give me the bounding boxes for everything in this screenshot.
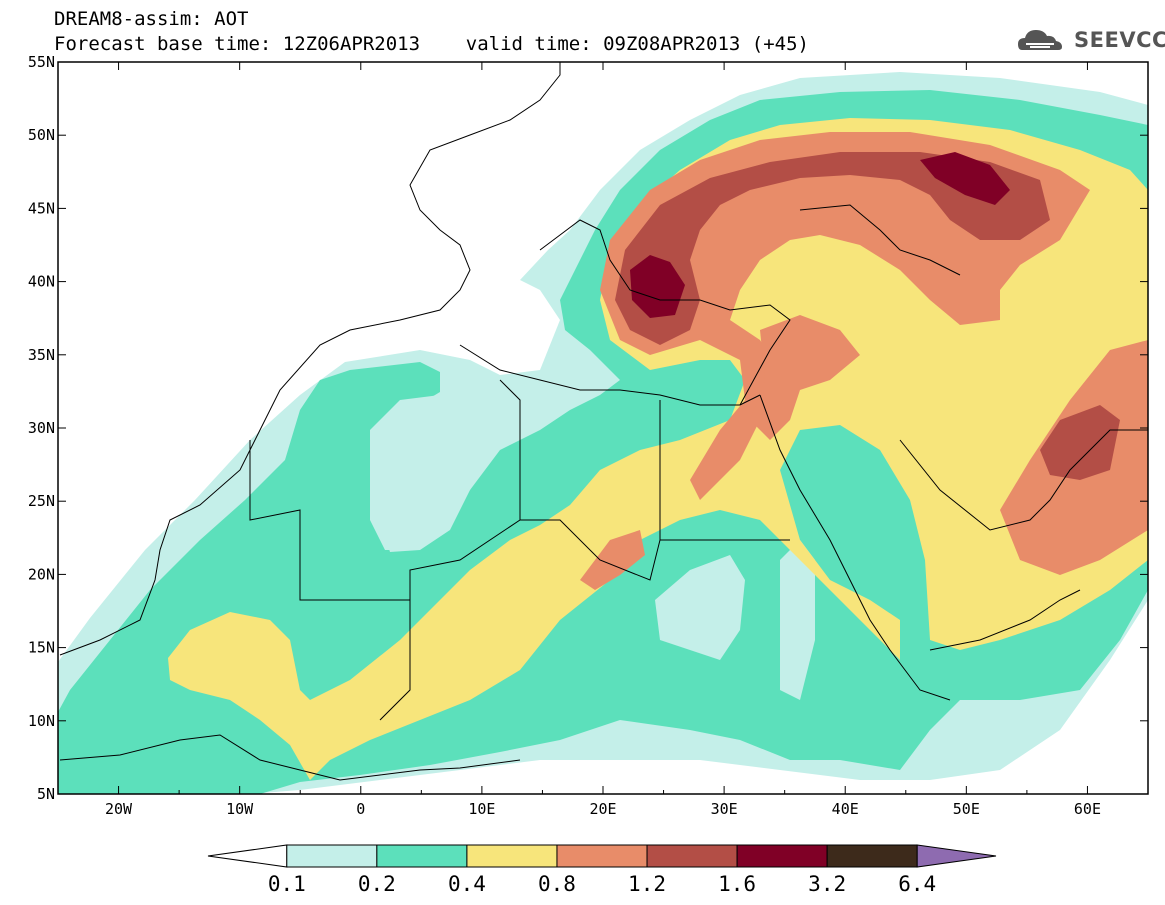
lon-label: 30E xyxy=(711,800,738,818)
lat-axis: 55N 50N 45N 40N 35N 30N 25N 20N 15N 10N 5N xyxy=(28,53,1148,803)
aot-field xyxy=(58,72,1148,794)
colorbar-label: 1.6 xyxy=(718,872,757,896)
lon-label: 0 xyxy=(356,800,365,818)
colorbar-swatch xyxy=(736,844,828,868)
lon-label: 10W xyxy=(226,800,254,818)
lat-label: 45N xyxy=(28,199,55,217)
colorbar-label: 0.2 xyxy=(357,872,396,896)
lon-axis: 20W 10W 0 10E 20E 30E 40E 50E 60E xyxy=(57,62,1149,818)
aot-contour-0.1-hole2 xyxy=(655,555,745,660)
colorbar-label: 3.2 xyxy=(808,872,847,896)
colorbar-swatch xyxy=(646,844,738,868)
lat-label: 55N xyxy=(28,53,55,71)
colorbar-swatch xyxy=(466,844,558,868)
coastlines xyxy=(59,62,1148,781)
logo-text: SEEVCCC xyxy=(1074,28,1165,52)
aot-contour-0.4 xyxy=(168,118,1148,780)
aot-contour-1.6-b xyxy=(920,152,1010,205)
colorbar-under-triangle xyxy=(207,844,288,868)
colorbar-swatch xyxy=(556,844,648,868)
lat-label: 50N xyxy=(28,126,55,144)
lat-label: 25N xyxy=(28,492,55,510)
lat-label: 40N xyxy=(28,273,55,291)
colorbar-label: 0.8 xyxy=(538,872,576,896)
aot-contour-1.6 xyxy=(630,255,685,318)
colorbar-swatch xyxy=(376,844,468,868)
lon-label: 20E xyxy=(589,800,616,818)
colorbar-swatch xyxy=(286,844,378,868)
colorbar-swatch xyxy=(826,844,918,868)
colorbar-label: 0.4 xyxy=(447,872,486,896)
lon-label: 20W xyxy=(105,800,133,818)
colorbar-label: 6.4 xyxy=(898,872,937,896)
lon-label: 10E xyxy=(468,800,495,818)
lat-label: 20N xyxy=(28,565,55,583)
aot-contour-0.1-hole xyxy=(370,395,480,550)
aot-contour-0.1-hole3 xyxy=(780,540,815,700)
aot-contour-1.2-east xyxy=(1040,405,1120,480)
lat-label: 35N xyxy=(28,346,55,364)
colorbar xyxy=(207,844,997,868)
lat-label: 10N xyxy=(28,712,55,730)
aot-contour-0.8-levant xyxy=(750,315,860,440)
lon-label: 50E xyxy=(953,800,980,818)
colorbar-over-triangle xyxy=(916,844,997,868)
lon-label: 40E xyxy=(832,800,859,818)
colorbar-label: 0.1 xyxy=(267,872,306,896)
lat-label: 30N xyxy=(28,419,55,437)
cloud-icon xyxy=(1018,30,1062,50)
colorbar-label: 1.2 xyxy=(628,872,666,896)
aot-contour-1.2 xyxy=(615,152,1050,345)
aot-contour-0.8-libya xyxy=(580,530,645,590)
forecast-time-line: Forecast base time: 12Z06APR2013 valid t… xyxy=(54,33,809,55)
lon-label: 60E xyxy=(1074,800,1101,818)
lat-label: 5N xyxy=(37,785,55,803)
lat-label: 15N xyxy=(28,639,55,657)
chart-title: DREAM8-assim: AOT xyxy=(54,8,249,30)
